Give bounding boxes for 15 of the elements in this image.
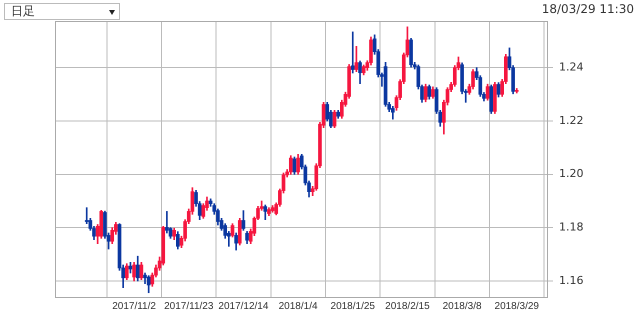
x-tick-label: 2018/1/4 <box>278 300 318 312</box>
y-tick-label: 1.22 <box>559 114 584 127</box>
x-tick-label: 2018/2/15 <box>385 300 430 312</box>
y-tick-label: 1.24 <box>559 60 584 74</box>
y-tick-label: 1.16 <box>559 274 584 287</box>
dropdown-field: 日足 <box>4 3 120 20</box>
x-tick-label: 2018/3/8 <box>442 300 482 312</box>
x-tick-label: 2017/12/14 <box>218 300 269 312</box>
x-tick-label: 2017/11/2 <box>112 300 156 312</box>
x-tick-label: 2018/3/29 <box>494 300 540 312</box>
x-tick-label: 2018/1/25 <box>330 300 376 312</box>
y-tick-label: 1.18 <box>559 220 584 234</box>
y-tick-label: 1.20 <box>559 167 584 180</box>
text: 18/03/29 11:30 <box>542 2 634 16</box>
x-tick-label: 2017/11/23 <box>164 300 214 312</box>
